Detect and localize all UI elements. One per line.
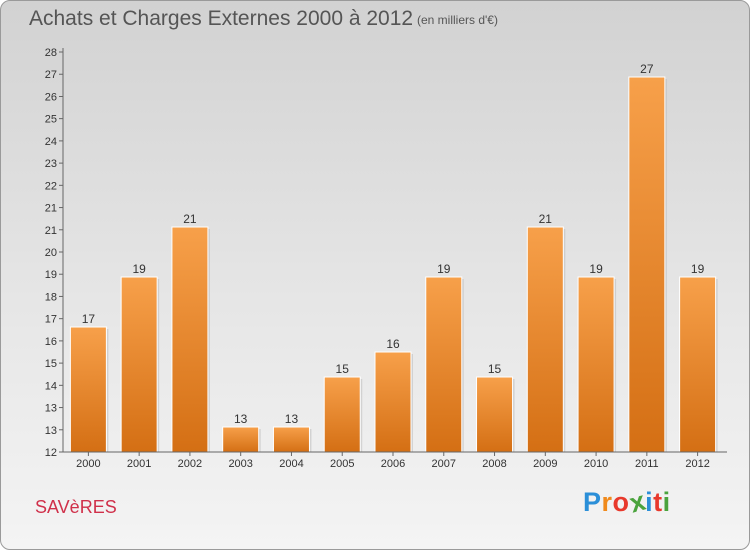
data-label: 15 [336,362,350,376]
data-label: 13 [285,412,299,426]
data-label: 15 [488,362,502,376]
y-tick-label: 16 [45,336,57,348]
y-tick-label: 24 [45,136,57,148]
bar [323,376,361,453]
data-label: 13 [234,412,248,426]
bar [120,276,158,453]
y-tick-label: 17 [45,314,57,326]
x-tick-label: 2006 [381,458,405,470]
x-tick-label: 2003 [228,458,252,470]
bar [526,226,564,453]
y-tick-label: 26 [45,91,57,103]
place-name: SAVèRES [35,497,117,517]
bar [425,276,463,453]
x-tick-label: 2008 [482,458,506,470]
data-label: 16 [386,337,400,351]
bar [679,276,717,453]
y-tick-label: 27 [45,69,57,81]
y-tick-label: 12 [45,447,57,459]
data-label: 19 [691,262,705,276]
chart-subtitle: (en milliers d'€) [417,13,498,27]
y-tick-label: 13 [45,403,57,415]
x-tick-label: 2012 [685,458,709,470]
data-label: 17 [82,312,96,326]
x-tick-label: 2004 [279,458,303,470]
data-label: 27 [640,62,654,76]
data-label: 19 [132,262,146,276]
x-tick-label: 2005 [330,458,354,470]
logo-letter: i [662,487,671,517]
y-tick-label: 20 [45,247,57,259]
bar [222,426,260,453]
logo-letter: o [612,487,630,517]
data-label: 21 [183,212,197,226]
x-tick-label: 2001 [127,458,151,470]
logo-letter: r [601,487,613,517]
logo-letter: i [645,487,654,517]
x-tick-label: 2009 [533,458,557,470]
bar [272,426,310,453]
data-label: 19 [589,262,603,276]
logo-letter: t [653,487,663,517]
bar [628,76,666,453]
bars [69,76,718,453]
y-axis: 12 13 13 14 15 16 17 18 19 20 21 21 22 23 24 25 26 27 28 [45,47,64,459]
data-label: 19 [437,262,451,276]
y-tick-label: 19 [45,269,57,281]
y-tick-label: 25 [45,114,57,126]
x-tick-label: 2011 [635,458,659,470]
y-tick-label: 18 [45,291,57,303]
bar [374,351,412,453]
x-tick-label: 2010 [584,458,608,470]
chart-title: Achats et Charges Externes 2000 à 2012 [29,7,414,30]
bar [69,326,107,453]
x-tick-label: 2007 [432,458,456,470]
data-labels: 17 19 21 13 13 15 16 19 15 21 19 27 19 [82,62,705,426]
y-tick-label: 21 [45,203,57,215]
proxiti-logo: Proxiti [583,486,671,519]
bar [171,226,209,453]
y-tick-label: 22 [45,180,57,192]
bar [577,276,615,453]
y-tick-label: 23 [45,158,57,170]
y-tick-label: 13 [45,425,57,437]
x-axis: 2000 2001 2002 2003 2004 2005 2006 2007 2008 2009… [63,451,727,470]
bar [476,376,514,453]
x-tick-label: 2000 [76,458,100,470]
logo-letter: P [583,487,602,517]
y-tick-label: 15 [45,358,57,370]
x-tick-label: 2002 [178,458,202,470]
y-tick-label: 14 [45,380,57,392]
y-tick-label: 21 [45,225,57,237]
y-tick-label: 28 [45,47,57,59]
data-label: 21 [539,212,553,226]
